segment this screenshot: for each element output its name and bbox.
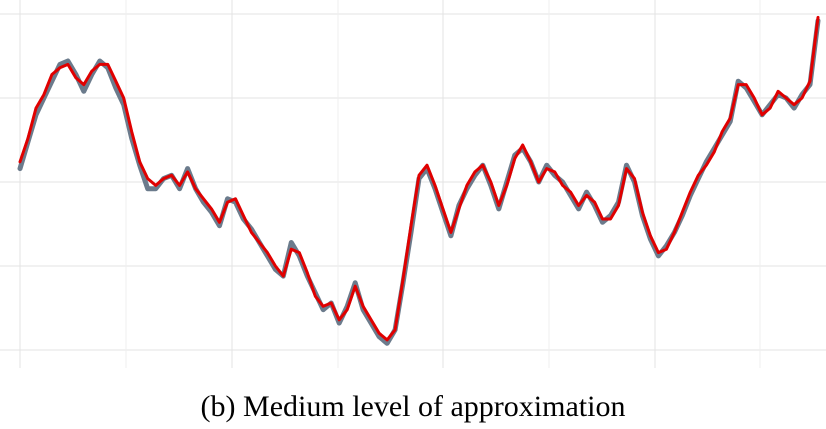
chart-grid: [0, 0, 826, 368]
line-chart: [0, 0, 826, 368]
chart-series-layer: [17, 15, 821, 346]
figure-caption: (b) Medium level of approximation: [200, 390, 626, 423]
series-approximation-line: [18, 15, 820, 342]
